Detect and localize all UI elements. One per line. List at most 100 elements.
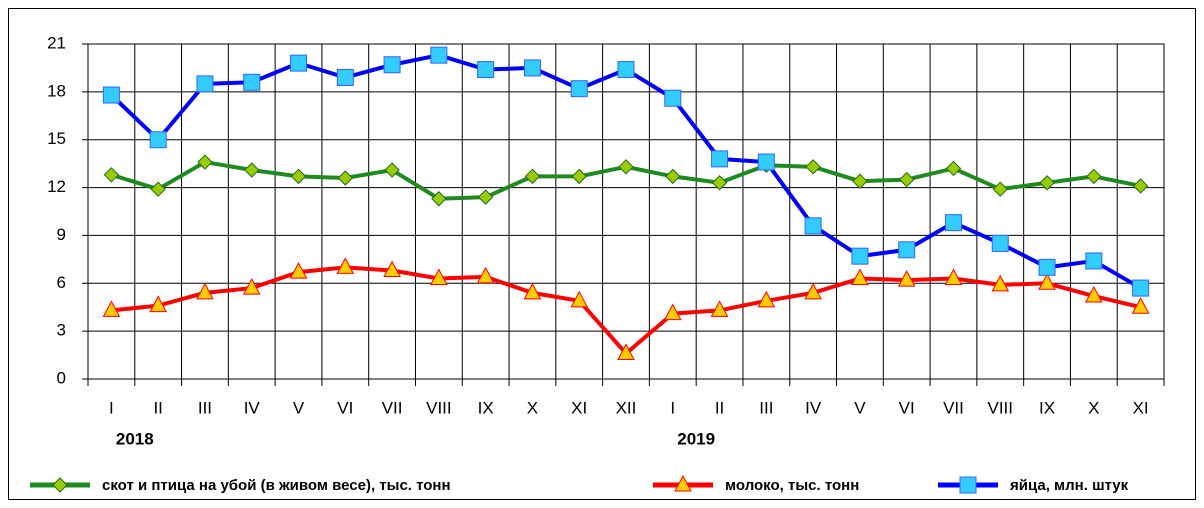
x-tick-label: III [198,398,212,417]
x-tick-label: IX [478,398,494,417]
marker [665,168,681,185]
marker [757,153,775,171]
marker [1131,297,1150,314]
legend-label: молоко, тыс. тонн [725,477,859,494]
marker [336,69,354,86]
marker [103,167,120,183]
marker [1132,178,1149,194]
marker [197,154,213,170]
marker [711,175,728,191]
marker [1038,273,1056,290]
marker [196,282,214,300]
x-tick-label: X [1088,398,1099,417]
marker [711,150,729,168]
y-tick-label: 15 [47,129,66,148]
marker [244,162,260,178]
x-tick-label: IV [805,398,822,417]
x-tick-label: I [109,398,114,417]
y-tick-label: 9 [57,225,66,244]
marker [991,234,1009,252]
y-tick-label: 0 [57,368,66,387]
x-tick-label: VII [382,398,403,417]
marker [149,295,168,313]
marker [571,168,587,185]
marker [431,191,447,207]
marker [476,266,495,284]
marker [1084,285,1103,303]
marker [1132,279,1150,297]
marker [663,303,682,321]
x-tick-label: VIII [988,398,1014,417]
marker [523,59,541,77]
marker [898,171,915,188]
marker [945,160,962,177]
marker [570,80,588,98]
marker [289,262,308,279]
marker [196,75,214,93]
marker [851,247,869,265]
x-tick-label: I [670,398,675,417]
marker [524,168,541,185]
year-label: 2018 [116,429,154,448]
legend-label: яйца, млн. штук [1010,477,1129,494]
x-tick-label: II [715,398,724,417]
marker [897,270,916,287]
x-tick-label: IX [1039,398,1055,417]
y-tick-label: 6 [57,273,66,292]
x-tick-label: V [854,398,866,417]
marker [243,73,261,91]
marker [710,300,729,317]
marker [617,343,635,360]
marker [1039,175,1055,191]
x-tick-label: XI [571,398,587,417]
x-tick-label: VII [943,398,964,417]
x-tick-label: VI [899,398,915,417]
y-tick-label: 21 [47,33,66,52]
year-label: 2019 [677,429,715,448]
plot-area [87,43,1165,380]
marker [383,56,401,74]
y-tick-label: 18 [47,81,66,100]
marker [149,131,167,149]
marker [52,477,68,493]
marker [804,282,822,300]
marker [336,257,355,274]
marker [852,173,868,189]
marker [430,46,448,64]
x-tick-label: II [153,398,162,417]
marker [430,268,448,285]
marker [991,274,1010,292]
marker [242,278,261,295]
marker [570,290,589,308]
marker [102,300,121,317]
marker [674,474,692,492]
marker [150,181,166,197]
marker [290,168,307,185]
x-tick-label: III [759,398,773,417]
x-tick-label: X [527,398,538,417]
marker [384,162,400,178]
marker [617,61,635,79]
marker [664,89,682,107]
marker [851,268,869,285]
marker [944,214,962,232]
marker [992,181,1008,197]
y-tick-label: 12 [47,177,66,196]
marker [477,189,494,205]
marker [1038,258,1056,276]
marker [618,159,634,175]
marker [477,61,495,79]
marker [944,268,963,285]
marker [337,170,354,186]
marker [805,159,821,175]
marker [898,241,916,259]
x-tick-label: IV [244,398,261,417]
marker [804,217,822,235]
x-tick-label: VIII [426,398,452,417]
marker [1085,252,1103,270]
marker [383,260,401,278]
marker [523,282,542,300]
marker [757,290,776,308]
